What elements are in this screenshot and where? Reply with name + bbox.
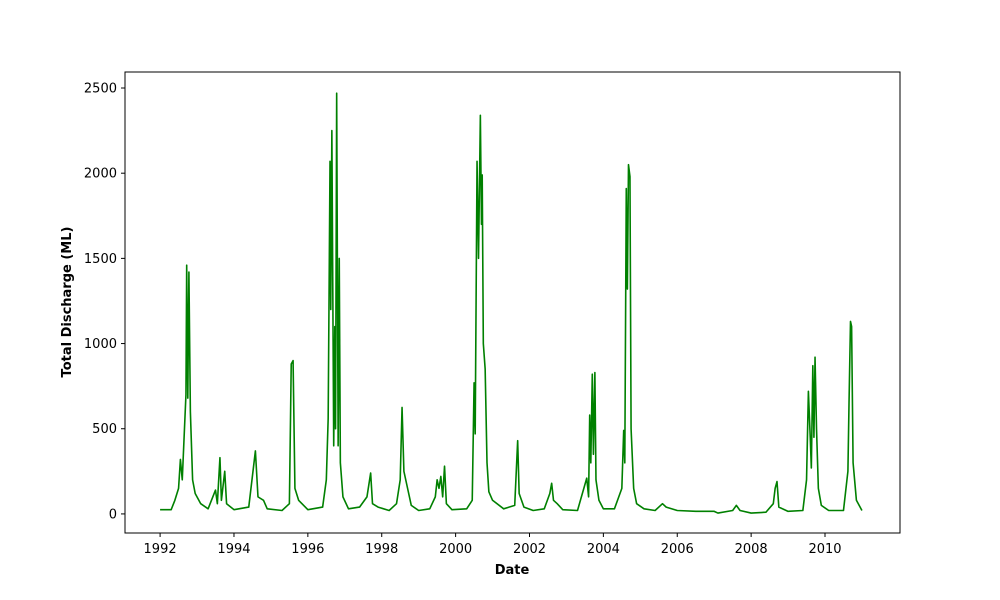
x-axis-label: Date [495,563,530,578]
x-tick-label: 1996 [291,542,324,557]
x-tick-label: 1998 [365,542,398,557]
y-tick-label: 0 [109,507,117,522]
x-tick-label: 2006 [661,542,694,557]
y-tick-label: 500 [92,422,117,437]
y-tick-label: 2500 [84,82,117,97]
x-tick-label: 1994 [217,542,250,557]
y-axis-label: Total Discharge (ML) [60,227,75,378]
x-tick-label: 2002 [513,542,546,557]
y-tick-label: 1500 [84,252,117,267]
x-tick-label: 2004 [587,542,620,557]
x-tick-label: 1992 [144,542,177,557]
line-series [160,92,863,514]
x-tick-label: 2008 [735,542,768,557]
y-tick-label: 1000 [84,337,117,352]
y-tick-label: 2000 [84,167,117,182]
plot-frame [124,71,901,534]
x-tick-label: 2000 [439,542,472,557]
x-tick-label: 2010 [808,542,841,557]
